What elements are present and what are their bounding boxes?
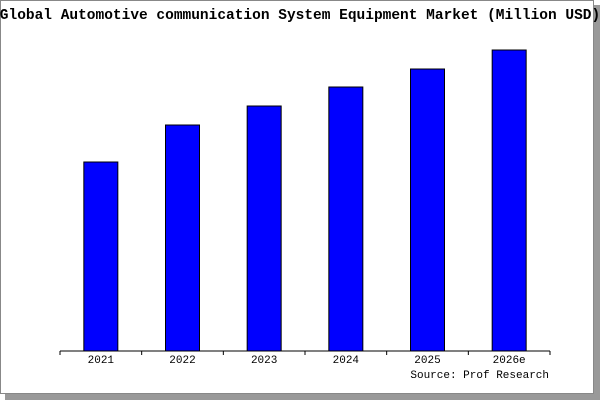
source-note: Source: Prof Research [410, 370, 549, 382]
x-tick-label: 2026e [493, 355, 526, 367]
bar [491, 49, 527, 352]
chart-title: Global Automotive communication System E… [0, 8, 600, 24]
bar [83, 161, 119, 352]
bar [410, 68, 445, 352]
x-tick-label: 2024 [333, 355, 360, 367]
plot-area [60, 30, 550, 351]
frame-shadow [594, 5, 600, 400]
bar [328, 86, 364, 352]
x-tick-label: 2025 [414, 355, 440, 367]
frame-shadow [5, 394, 600, 400]
bar [246, 105, 282, 352]
bar [165, 124, 200, 352]
x-tick-label: 2023 [251, 355, 277, 367]
x-tick-label: 2022 [169, 355, 195, 367]
x-tick-label: 2021 [88, 355, 115, 367]
